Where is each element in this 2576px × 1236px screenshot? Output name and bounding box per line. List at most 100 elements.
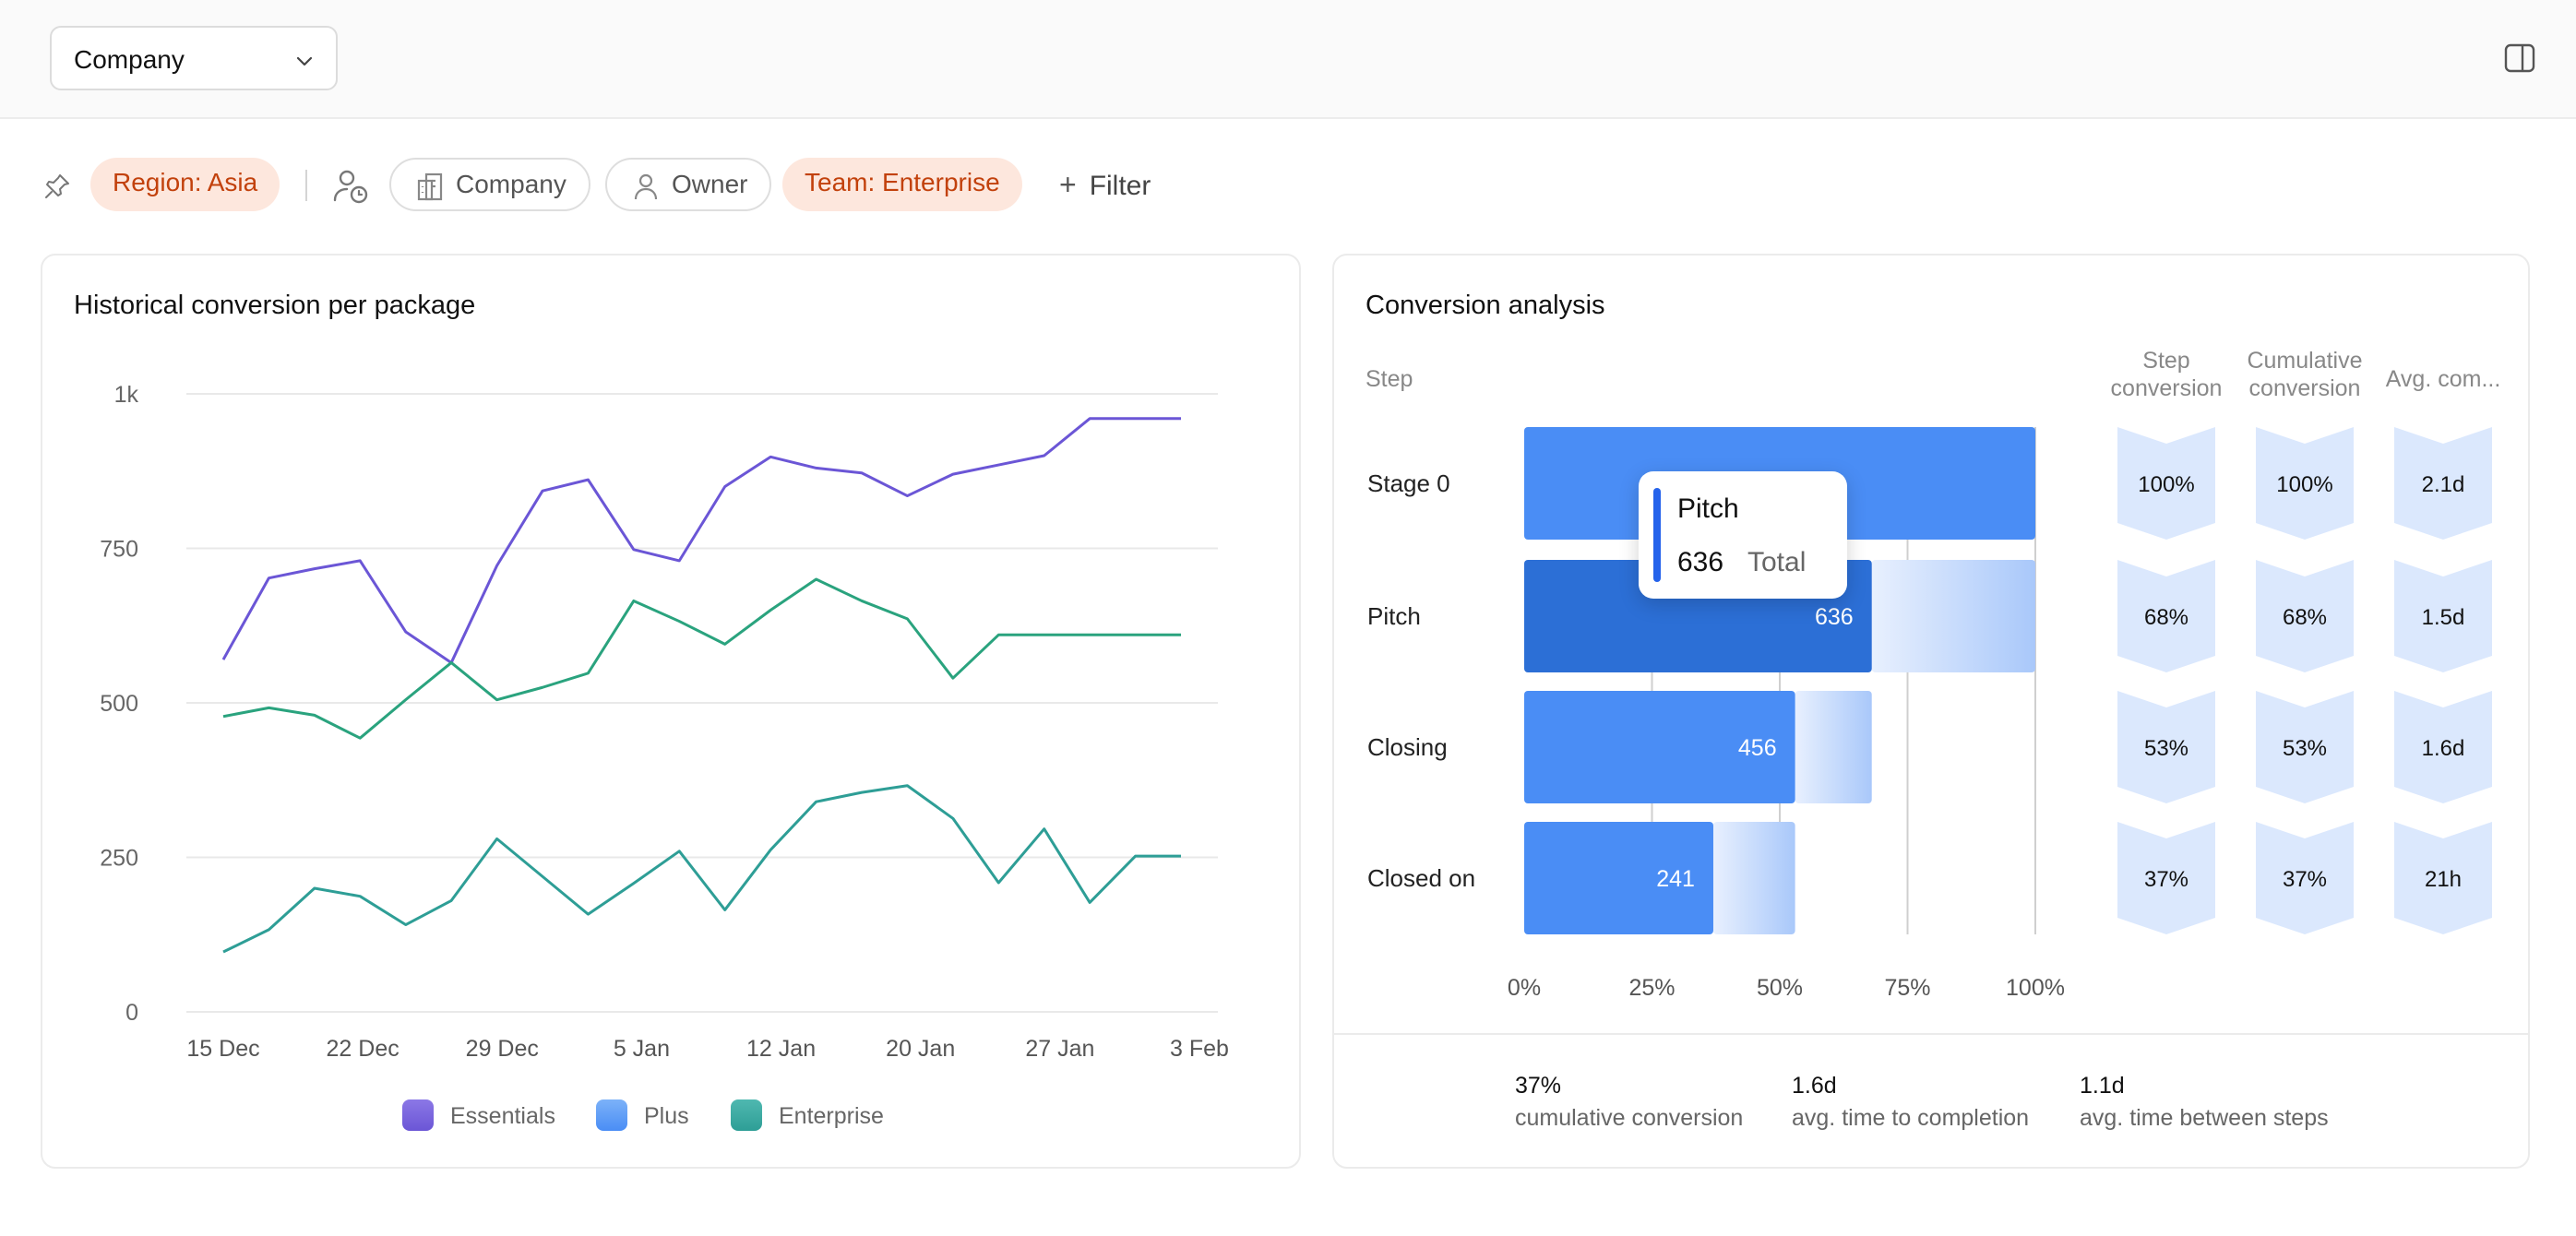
x-tick-label: 75% — [1884, 975, 1930, 1001]
x-tick-label: 22 Dec — [327, 1036, 400, 1062]
top-bar: Company — [0, 0, 2576, 119]
summary-cumulative: 37% cumulative conversion — [1515, 1073, 1743, 1132]
legend-swatch — [596, 1099, 627, 1131]
x-tick-label: 50% — [1757, 975, 1803, 1001]
series-line-essentials — [221, 417, 1181, 664]
conversion-badge — [2117, 427, 2215, 540]
x-tick-label: 20 Jan — [886, 1036, 955, 1062]
summary-value: 1.6d — [1792, 1073, 1837, 1099]
x-tick-label: 25% — [1628, 975, 1675, 1001]
badge-value: 1.6d — [2422, 736, 2465, 761]
badge-value: 21h — [2425, 867, 2462, 892]
tooltip-label: Total — [1747, 547, 1807, 577]
conversion-badge — [2394, 427, 2492, 540]
x-tick-label: 27 Jan — [1025, 1036, 1094, 1062]
badge-value: 68% — [2283, 605, 2327, 630]
badge-value: 100% — [2276, 472, 2332, 497]
column-header: Avg. com... — [2386, 366, 2501, 392]
historical-conversion-card: Historical conversion per package 0 250 50… — [41, 254, 1301, 1169]
owner-filter-chip[interactable]: Owner — [605, 158, 772, 211]
team-filter-chip[interactable]: Team: Enterprise — [782, 158, 1022, 211]
legend-label: Enterprise — [779, 1103, 884, 1129]
y-tick-label: 500 — [100, 691, 138, 717]
x-tick-label: 5 Jan — [614, 1036, 670, 1062]
badge-value: 100% — [2138, 472, 2194, 497]
funnel-dropoff-bar — [1795, 691, 1872, 803]
filter-bar: Region: Asia Company Owner Team: Enterpr… — [0, 148, 2576, 221]
tooltip-title: Pitch — [1677, 493, 1739, 524]
conversion-badge — [2256, 427, 2354, 540]
add-filter-button[interactable]: + Filter — [1059, 158, 1151, 211]
summary-time-between: 1.1d avg. time between steps — [2080, 1073, 2329, 1132]
user-clock-icon[interactable] — [332, 168, 369, 205]
bar-value-label: 636 — [1815, 604, 1854, 630]
y-tick-label: 750 — [100, 537, 138, 563]
funnel-bar-closing — [1524, 691, 1795, 803]
conversion-badge — [2256, 560, 2354, 672]
conversion-badge — [2117, 560, 2215, 672]
funnel-bar-closed-on — [1524, 822, 1713, 934]
conversion-badge — [2394, 560, 2492, 672]
column-header: conversion — [2249, 375, 2361, 401]
legend-label: Plus — [644, 1103, 689, 1129]
badge-value: 1.5d — [2422, 605, 2465, 630]
region-filter-label: Region: Asia — [113, 168, 258, 196]
owner-filter-label: Owner — [672, 170, 748, 198]
chart-tooltip: Pitch 636 Total — [1639, 471, 1847, 599]
divider — [1334, 1033, 2528, 1035]
summary-value: 37% — [1515, 1073, 1562, 1099]
badge-value: 68% — [2144, 605, 2188, 630]
chevron-down-icon — [296, 56, 313, 66]
x-tick-label: 12 Jan — [746, 1036, 816, 1062]
step-label: Closed on — [1367, 864, 1475, 892]
bar-value-label: 456 — [1738, 735, 1777, 761]
conversion-badge — [2117, 822, 2215, 934]
step-label: Pitch — [1367, 602, 1421, 630]
divider — [305, 170, 307, 201]
summary-time-completion: 1.6d avg. time to completion — [1792, 1073, 2029, 1132]
funnel-dropoff-bar — [1712, 822, 1795, 934]
conversion-badge — [2256, 822, 2354, 934]
series-line-enterprise — [222, 577, 1181, 740]
step-label: Closing — [1367, 733, 1448, 761]
step-header: Step — [1366, 366, 1413, 392]
series-line-plus — [222, 784, 1181, 954]
building-icon — [417, 172, 443, 201]
summary-label: avg. time between steps — [2080, 1105, 2329, 1131]
plus-icon: + — [1059, 168, 1077, 201]
x-tick-label: 0% — [1508, 975, 1541, 1001]
region-filter-chip[interactable]: Region: Asia — [90, 158, 280, 211]
conversion-badge — [2394, 691, 2492, 803]
legend-label: Essentials — [450, 1103, 555, 1129]
company-filter-chip[interactable]: Company — [389, 158, 590, 211]
summary-label: cumulative conversion — [1515, 1105, 1744, 1131]
badge-value: 37% — [2144, 867, 2188, 892]
user-icon — [634, 173, 658, 200]
bar-value-label: 241 — [1656, 866, 1695, 892]
conversion-badge — [2256, 691, 2354, 803]
x-tick-label: 3 Feb — [1170, 1036, 1229, 1062]
pin-icon[interactable] — [42, 172, 72, 201]
column-header: Step — [2142, 348, 2189, 374]
team-filter-label: Team: Enterprise — [805, 168, 1000, 196]
badge-value: 2.1d — [2422, 472, 2465, 497]
funnel-dropoff-bar — [1871, 560, 2035, 672]
conversion-badge — [2394, 822, 2492, 934]
x-tick-label: 100% — [2006, 975, 2065, 1001]
company-select[interactable]: Company — [50, 26, 338, 90]
y-tick-label: 1k — [114, 382, 139, 408]
badge-value: 37% — [2283, 867, 2327, 892]
company-filter-label: Company — [456, 170, 566, 198]
x-tick-label: 15 Dec — [186, 1036, 259, 1062]
add-filter-label: Filter — [1089, 171, 1151, 201]
card-title: Historical conversion per package — [74, 291, 476, 320]
step-label: Stage 0 — [1367, 469, 1450, 497]
summary-value: 1.1d — [2080, 1073, 2125, 1099]
line-chart: 0 250 500 750 1k 15 Dec 22 Dec 29 Dec 5 Jan 12 Ja… — [100, 382, 1229, 1062]
sidebar-toggle-icon[interactable] — [2504, 43, 2535, 73]
column-header: conversion — [2111, 375, 2223, 401]
legend-swatch — [402, 1099, 434, 1131]
card-title: Conversion analysis — [1366, 291, 1605, 320]
tooltip-value: 636 — [1677, 547, 1724, 577]
